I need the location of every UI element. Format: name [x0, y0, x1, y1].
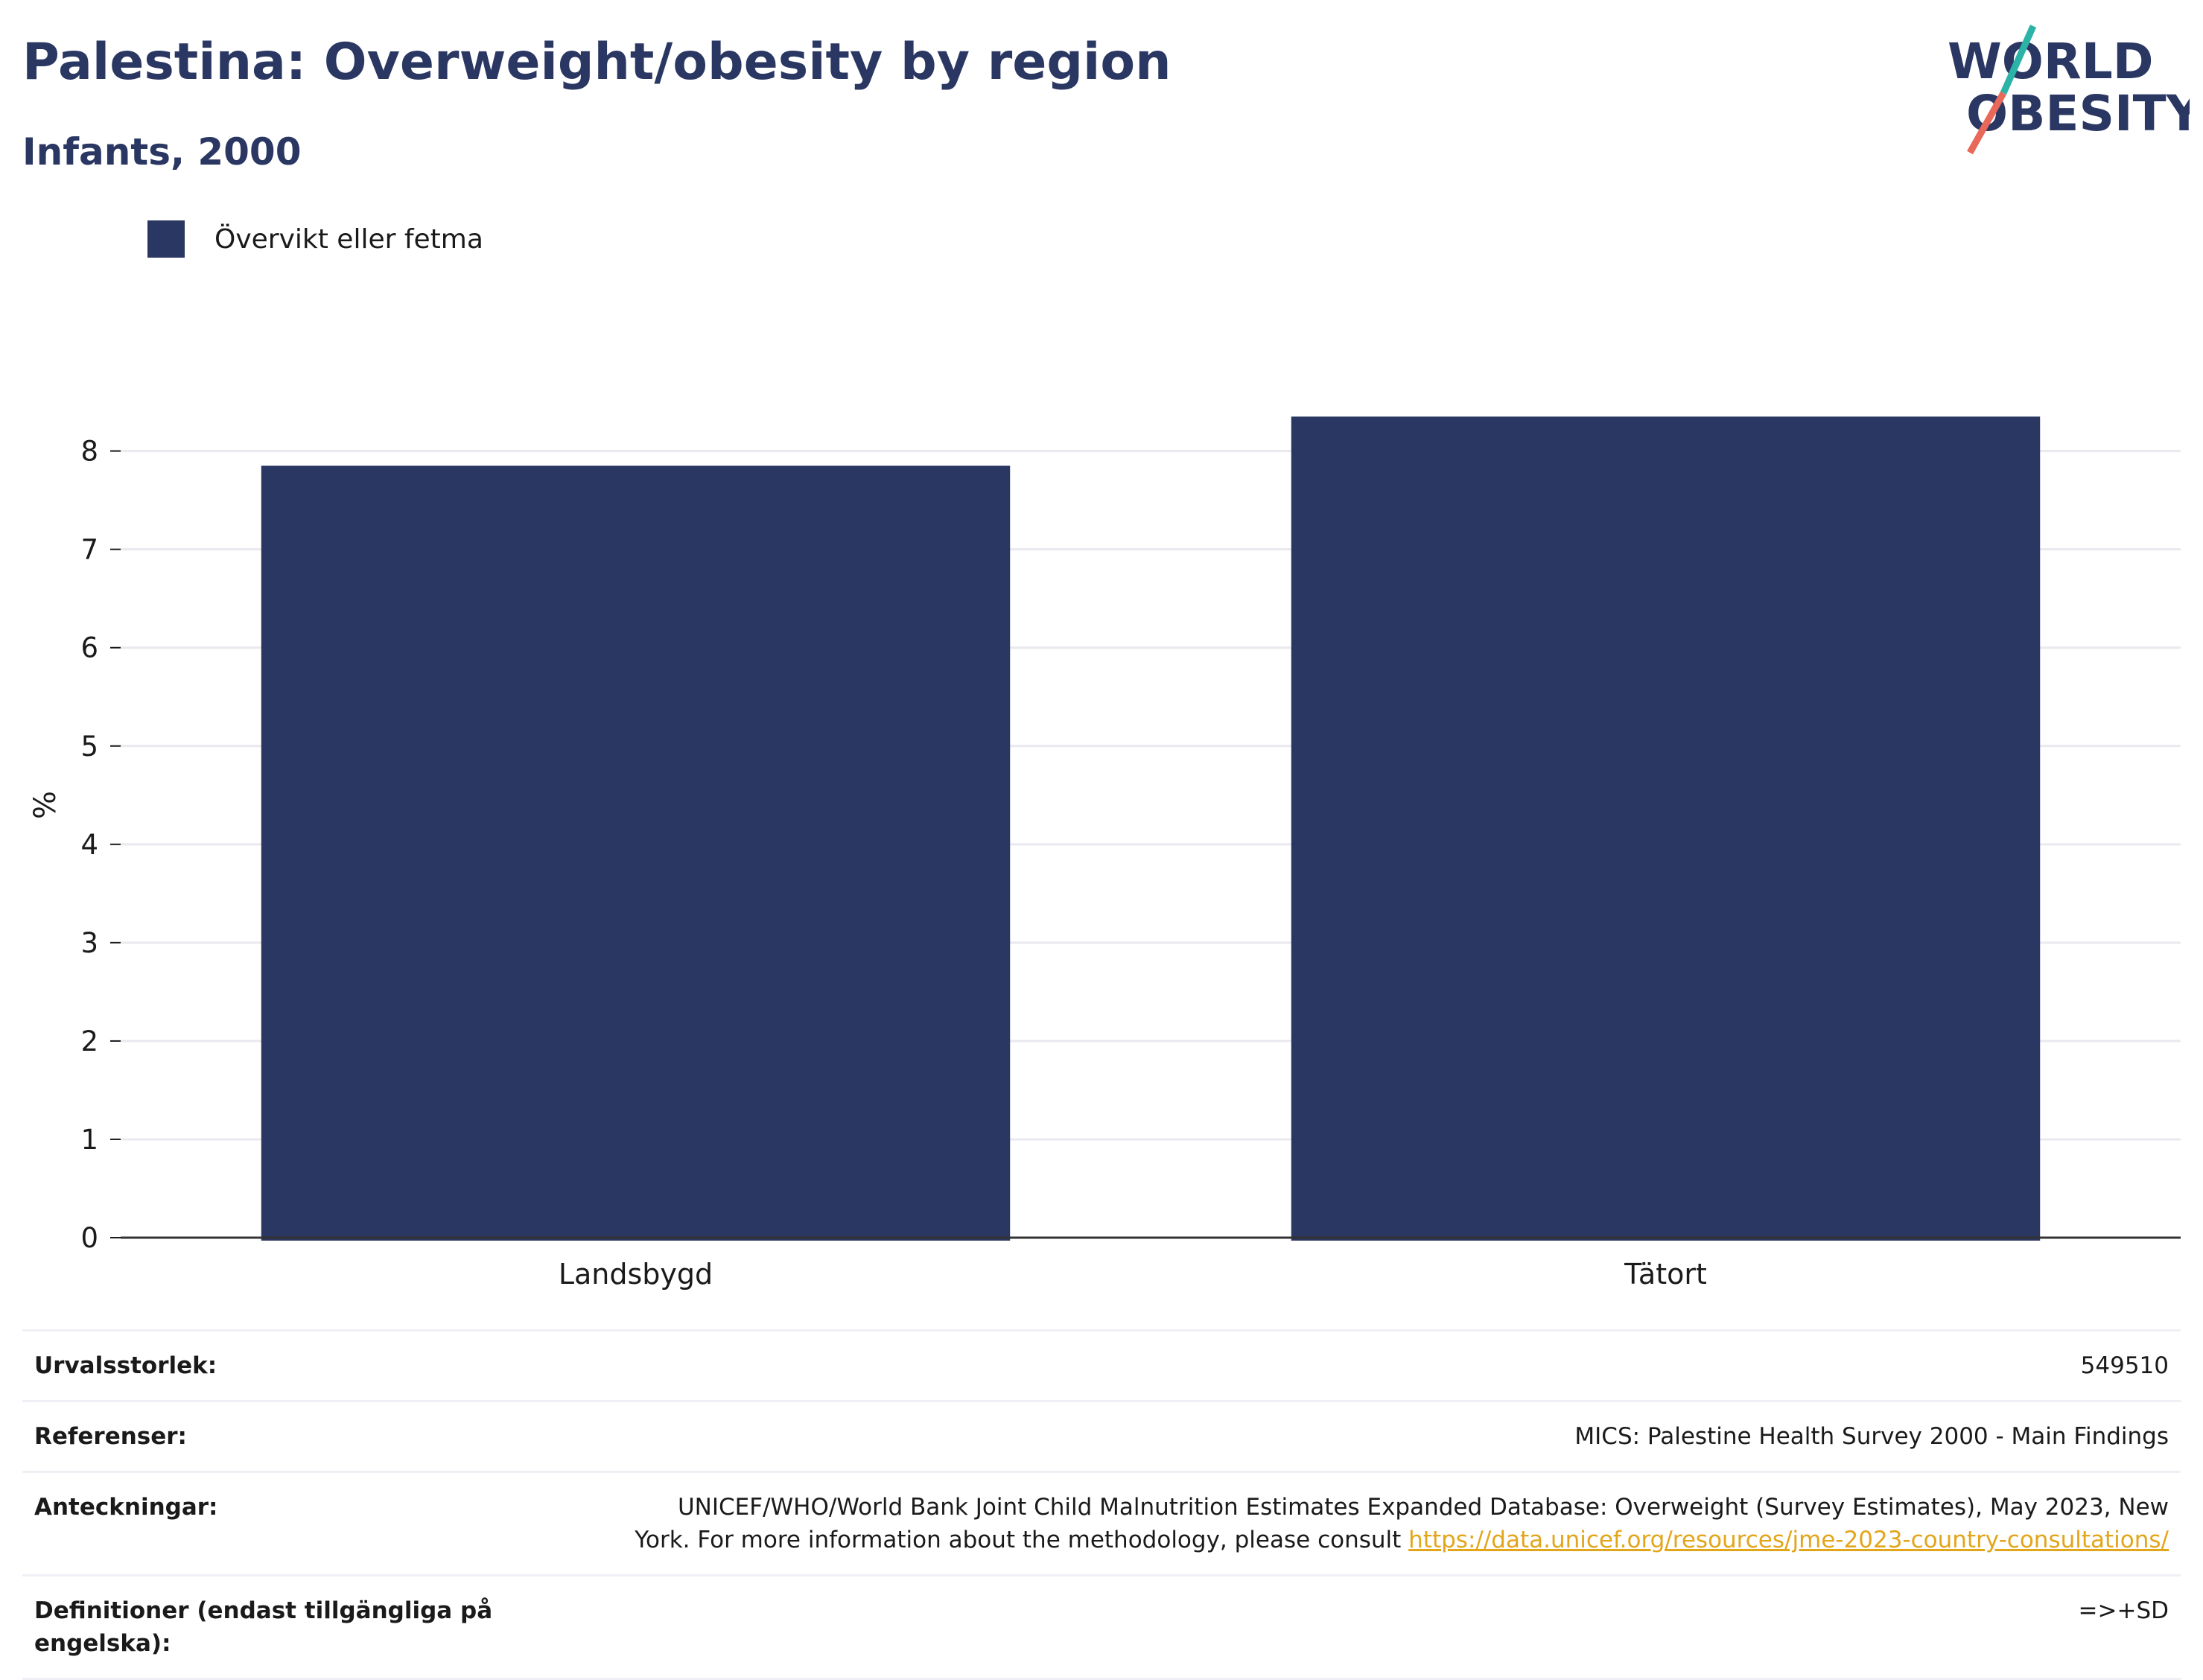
- page-title: Palestina: Overweight/obesity by region: [22, 33, 1172, 92]
- bars: [261, 416, 2041, 1241]
- methodology-link[interactable]: https://data.unicef.org/resources/jme-20…: [1408, 1527, 2169, 1553]
- y-tick-label: 5: [80, 731, 98, 763]
- bar-chart: 0 1 2 3 4 5 6 7 8 Landsbygd Tätort %: [28, 416, 2181, 1291]
- references-label: Referenser:: [34, 1423, 187, 1450]
- notes-text-line2: York. For more information about the met…: [635, 1527, 1402, 1553]
- logo-slash-red: [1967, 91, 2006, 155]
- definitions-value: =>+SD: [2078, 1597, 2169, 1624]
- y-tick-label: 1: [80, 1124, 98, 1156]
- references-row: Referenser: MICS: Palestine Health Surve…: [22, 1400, 2181, 1471]
- axes: 0 1 2 3 4 5 6 7 8 Landsbygd Tätort: [80, 436, 2181, 1291]
- y-tick-label: 3: [80, 927, 98, 959]
- notes-row: Anteckningar: UNICEF/WHO/World Bank Join…: [22, 1471, 2181, 1574]
- notes-text-line1: UNICEF/WHO/World Bank Joint Child Malnut…: [677, 1494, 2169, 1521]
- legend-swatch: [147, 220, 185, 258]
- notes-label: Anteckningar:: [34, 1494, 218, 1521]
- x-tick-label: Landsbygd: [559, 1258, 713, 1291]
- y-tick-label: 8: [80, 436, 98, 468]
- references-value: MICS: Palestine Health Survey 2000 - Mai…: [1574, 1423, 2169, 1450]
- sample-size-label: Urvalsstorlek:: [34, 1352, 217, 1379]
- world-obesity-logo: WORLD OBESITY: [1948, 25, 2190, 155]
- bar-landsbygd[interactable]: [261, 465, 1011, 1241]
- bar-tätort[interactable]: [1291, 416, 2041, 1241]
- y-tick-label: 7: [80, 534, 98, 566]
- sample-size-value: 549510: [2080, 1352, 2169, 1379]
- y-tick-label: 4: [80, 829, 98, 861]
- x-tick-label: Tätort: [1624, 1258, 1707, 1291]
- y-axis-label: %: [28, 791, 63, 819]
- legend-label: Övervikt eller fetma: [214, 223, 483, 255]
- sample-size-row: Urvalsstorlek: 549510: [22, 1329, 2181, 1400]
- notes-value: UNICEF/WHO/World Bank Joint Child Malnut…: [635, 1491, 2181, 1556]
- logo-line1: WORLD: [1948, 33, 2154, 90]
- page-subtitle: Infants, 2000: [22, 130, 302, 174]
- y-tick-label: 2: [80, 1025, 98, 1057]
- definitions-row: Definitioner (endast tillgängliga på eng…: [22, 1574, 2181, 1680]
- y-tick-label: 0: [80, 1222, 98, 1254]
- y-tick-label: 6: [80, 632, 98, 664]
- info-table: Urvalsstorlek: 549510 Referenser: MICS: …: [22, 1329, 2181, 1680]
- logo-slash-teal: [2000, 25, 2037, 95]
- chart-legend[interactable]: Övervikt eller fetma: [147, 220, 483, 258]
- definitions-label: Definitioner (endast tillgängliga på eng…: [34, 1597, 493, 1657]
